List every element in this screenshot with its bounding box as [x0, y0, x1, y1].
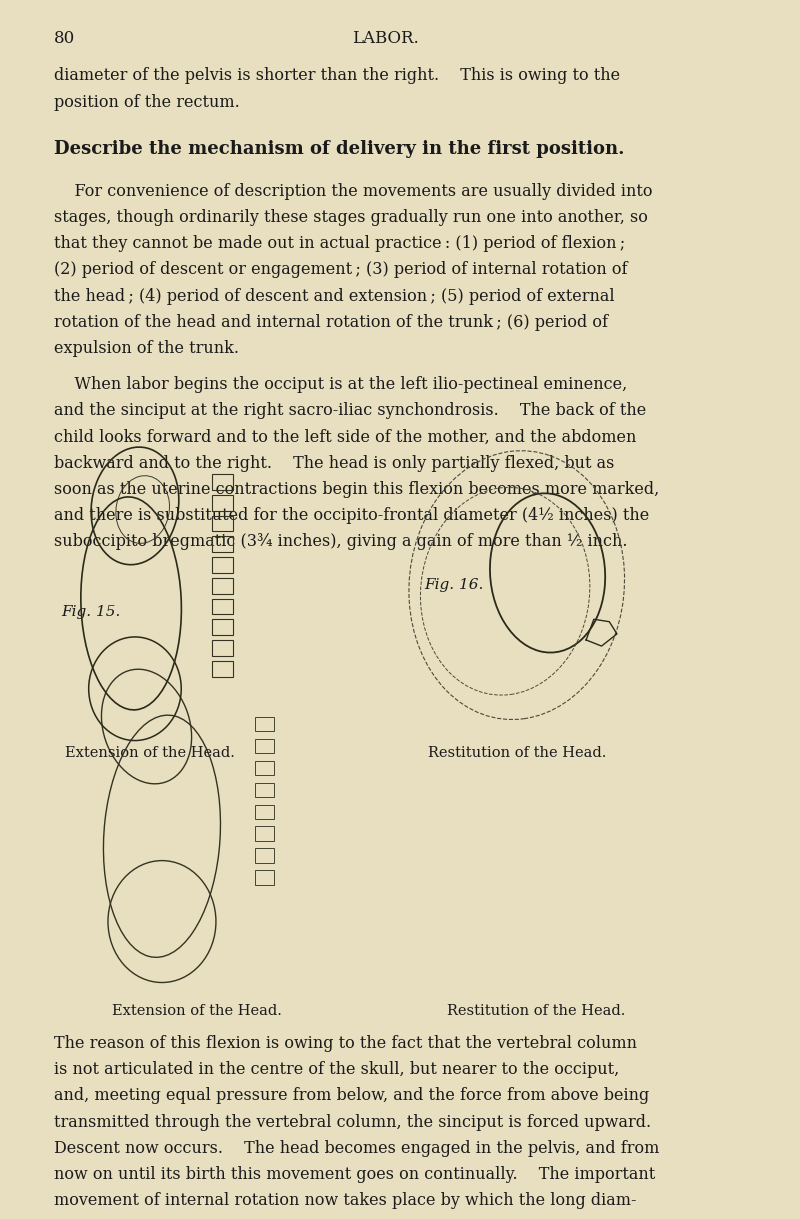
Text: expulsion of the trunk.: expulsion of the trunk. — [54, 340, 239, 357]
Text: that they cannot be made out in actual practice : (1) period of flexion ;: that they cannot be made out in actual p… — [54, 235, 626, 252]
Bar — [212, 516, 233, 531]
Bar — [254, 739, 274, 753]
Text: and, meeting equal pressure from below, and the force from above being: and, meeting equal pressure from below, … — [54, 1087, 650, 1104]
Text: is not articulated in the centre of the skull, but nearer to the occiput,: is not articulated in the centre of the … — [54, 1061, 619, 1078]
Bar — [254, 761, 274, 775]
Text: position of the rectum.: position of the rectum. — [54, 94, 240, 111]
Bar — [254, 717, 274, 731]
Text: (2) period of descent or engagement ; (3) period of internal rotation of: (2) period of descent or engagement ; (3… — [54, 262, 627, 278]
Text: Restitution of the Head.: Restitution of the Head. — [447, 1004, 625, 1018]
Bar — [212, 578, 233, 594]
FancyBboxPatch shape — [324, 617, 748, 983]
Text: When labor begins the occiput is at the left ilio-pectineal eminence,: When labor begins the occiput is at the … — [54, 375, 627, 393]
Bar — [212, 599, 233, 614]
Text: soon as the uterine contractions begin this flexion becomes more marked,: soon as the uterine contractions begin t… — [54, 480, 659, 497]
Text: Fig. 15.: Fig. 15. — [62, 605, 121, 618]
Bar — [212, 619, 233, 635]
Bar — [212, 495, 233, 511]
Text: Restitution of the Head.: Restitution of the Head. — [427, 746, 606, 759]
Bar — [254, 826, 274, 841]
Text: Extension of the Head.: Extension of the Head. — [66, 746, 235, 759]
Bar — [212, 640, 233, 656]
Bar — [254, 783, 274, 797]
Text: Descent now occurs.  The head becomes engaged in the pelvis, and from: Descent now occurs. The head becomes eng… — [54, 1140, 659, 1157]
Text: transmitted through the vertebral column, the sinciput is forced upward.: transmitted through the vertebral column… — [54, 1113, 651, 1130]
Bar — [254, 848, 274, 863]
Text: Extension of the Head.: Extension of the Head. — [112, 1004, 282, 1018]
Text: and there is substituted for the occipito-frontal diameter (4½ inches) the: and there is substituted for the occipit… — [54, 507, 650, 524]
Text: stages, though ordinarily these stages gradually run one into another, so: stages, though ordinarily these stages g… — [54, 210, 648, 226]
Text: and the sinciput at the right sacro-iliac synchondrosis.  The back of the: and the sinciput at the right sacro-ilia… — [54, 402, 646, 419]
Bar — [212, 536, 233, 552]
Text: 80: 80 — [54, 30, 75, 48]
Text: LABOR.: LABOR. — [352, 30, 419, 48]
Text: Fig. 15 area: Fig. 15 area — [163, 641, 223, 650]
FancyBboxPatch shape — [54, 617, 339, 983]
Text: now on until its birth this movement goes on continually.  The important: now on until its birth this movement goe… — [54, 1165, 655, 1182]
Text: The reason of this flexion is owing to the fact that the vertebral column: The reason of this flexion is owing to t… — [54, 1035, 637, 1052]
Bar — [212, 661, 233, 677]
Text: movement of internal rotation now takes place by which the long diam-: movement of internal rotation now takes … — [54, 1192, 637, 1209]
Bar — [212, 474, 233, 490]
Bar — [212, 557, 233, 573]
Text: diameter of the pelvis is shorter than the right.  This is owing to the: diameter of the pelvis is shorter than t… — [54, 67, 620, 84]
Text: suboccipito bregmatic (3¾ inches), giving a gain of more than ½ inch.: suboccipito bregmatic (3¾ inches), givin… — [54, 533, 627, 550]
Text: backward and to the right.  The head is only partially flexed, but as: backward and to the right. The head is o… — [54, 455, 614, 472]
Text: rotation of the head and internal rotation of the trunk ; (6) period of: rotation of the head and internal rotati… — [54, 315, 608, 330]
Bar — [254, 870, 274, 885]
Text: child looks forward and to the left side of the mother, and the abdomen: child looks forward and to the left side… — [54, 428, 636, 445]
Text: For convenience of description the movements are usually divided into: For convenience of description the movem… — [54, 183, 653, 200]
Text: Describe the mechanism of delivery in the first position.: Describe the mechanism of delivery in th… — [54, 140, 625, 158]
Bar — [254, 805, 274, 819]
Text: Fig. 16.: Fig. 16. — [424, 578, 483, 591]
Text: the head ; (4) period of descent and extension ; (5) period of external: the head ; (4) period of descent and ext… — [54, 288, 614, 305]
